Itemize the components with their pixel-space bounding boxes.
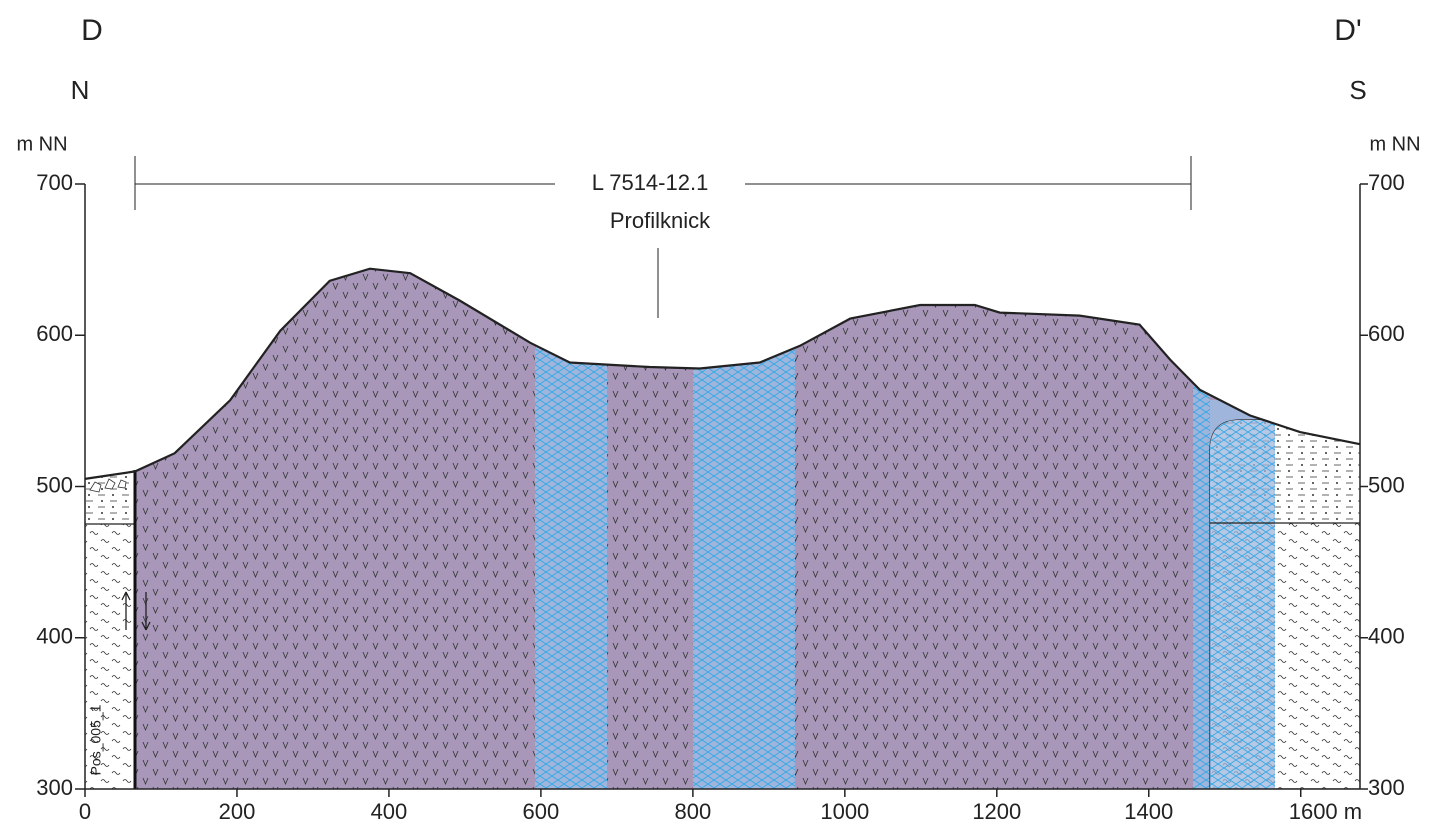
x-tick-label: 600	[523, 799, 560, 824]
x-tick-label: 200	[219, 799, 256, 824]
left-direction: N	[71, 75, 90, 105]
y2-tick-label: 300	[1368, 775, 1405, 800]
chart: Pos_005_1 L 7514-12.1 Profilknick D D' N…	[0, 0, 1434, 831]
y-tick-label: 500	[36, 472, 73, 497]
y2-tick-label: 500	[1368, 472, 1405, 497]
right-label: D'	[1334, 14, 1361, 47]
x-tick-label: 1200	[972, 799, 1021, 824]
x-tick-label: 400	[371, 799, 408, 824]
y-tick-label: 700	[36, 170, 73, 195]
x-tick-label: 800	[675, 799, 712, 824]
x-tick-label: 1000	[820, 799, 869, 824]
y2-tick-label: 400	[1368, 624, 1405, 649]
x-tick-label: 1400	[1124, 799, 1173, 824]
left-label: D	[81, 14, 103, 47]
y-unit: m NN	[1369, 133, 1420, 155]
page: {"chart_data":{"type":"profile", "left_l…	[0, 0, 1434, 831]
y2-tick-label: 600	[1368, 321, 1405, 346]
annotation: Profilknick	[610, 208, 711, 233]
y2-tick-label: 700	[1368, 170, 1405, 195]
y-tick-label: 600	[36, 321, 73, 346]
geology	[85, 150, 1360, 790]
right-band-hatch	[1210, 420, 1275, 789]
borehole-label: Pos_005_1	[88, 704, 104, 775]
y-tick-label: 400	[36, 624, 73, 649]
x-tick-label: 0	[79, 799, 91, 824]
x-tick-label: 1600 m	[1289, 799, 1362, 824]
y-unit: m NN	[16, 133, 67, 155]
right-direction: S	[1349, 75, 1366, 105]
left-upper	[85, 460, 135, 524]
y-tick-label: 300	[36, 775, 73, 800]
section-label: L 7514-12.1	[592, 170, 709, 195]
